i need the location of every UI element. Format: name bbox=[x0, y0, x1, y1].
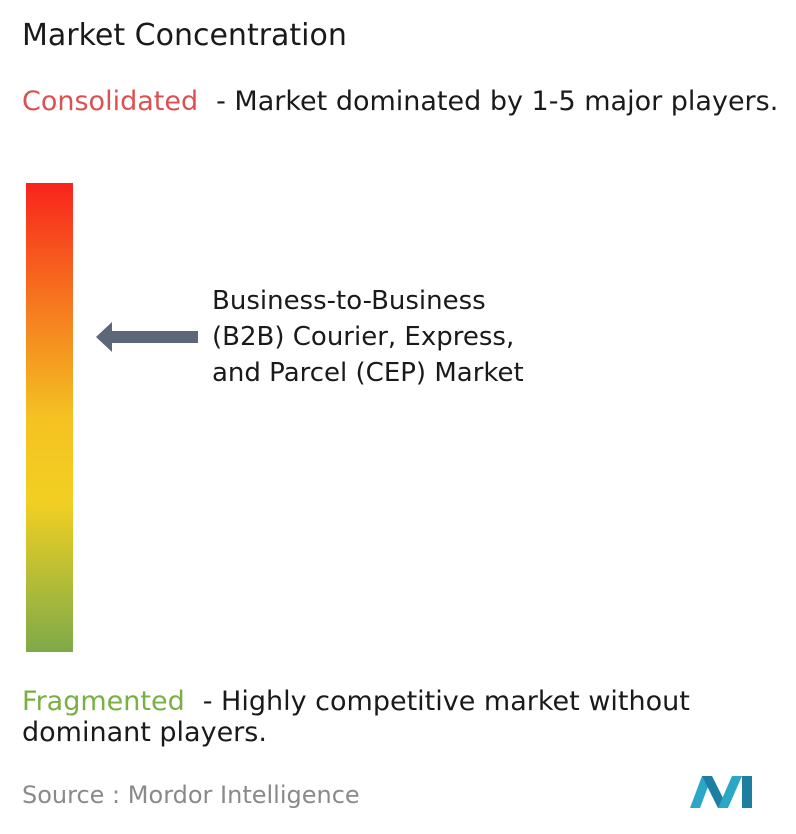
marker-label: Business-to-Business (B2B) Courier, Expr… bbox=[212, 283, 524, 391]
fragmented-row: Fragmented - Highly competitive market wi… bbox=[22, 686, 792, 748]
logo bbox=[690, 776, 752, 808]
source-prefix: Source : bbox=[22, 781, 121, 809]
marker-line: and Parcel (CEP) Market bbox=[212, 358, 524, 388]
concentration-scale bbox=[26, 183, 73, 652]
logo-part bbox=[742, 776, 752, 808]
consolidated-description: - Market dominated by 1-5 major players. bbox=[216, 86, 779, 117]
logo-part bbox=[718, 776, 742, 808]
fragmented-label: Fragmented bbox=[22, 686, 185, 717]
source: Source : Mordor Intelligence bbox=[22, 781, 360, 809]
consolidated-label: Consolidated bbox=[22, 86, 199, 117]
consolidated-row: Consolidated - Market dominated by 1-5 ma… bbox=[22, 86, 792, 117]
title: Market Concentration bbox=[22, 18, 347, 53]
arrow-shape bbox=[96, 322, 198, 352]
source-name: Mordor Intelligence bbox=[127, 781, 360, 809]
arrow bbox=[96, 322, 198, 352]
fragmented-description: - Highly competitive market without domi… bbox=[22, 686, 690, 748]
marker-line: (B2B) Courier, Express, bbox=[212, 322, 515, 352]
marker-line: Business-to-Business bbox=[212, 286, 486, 316]
